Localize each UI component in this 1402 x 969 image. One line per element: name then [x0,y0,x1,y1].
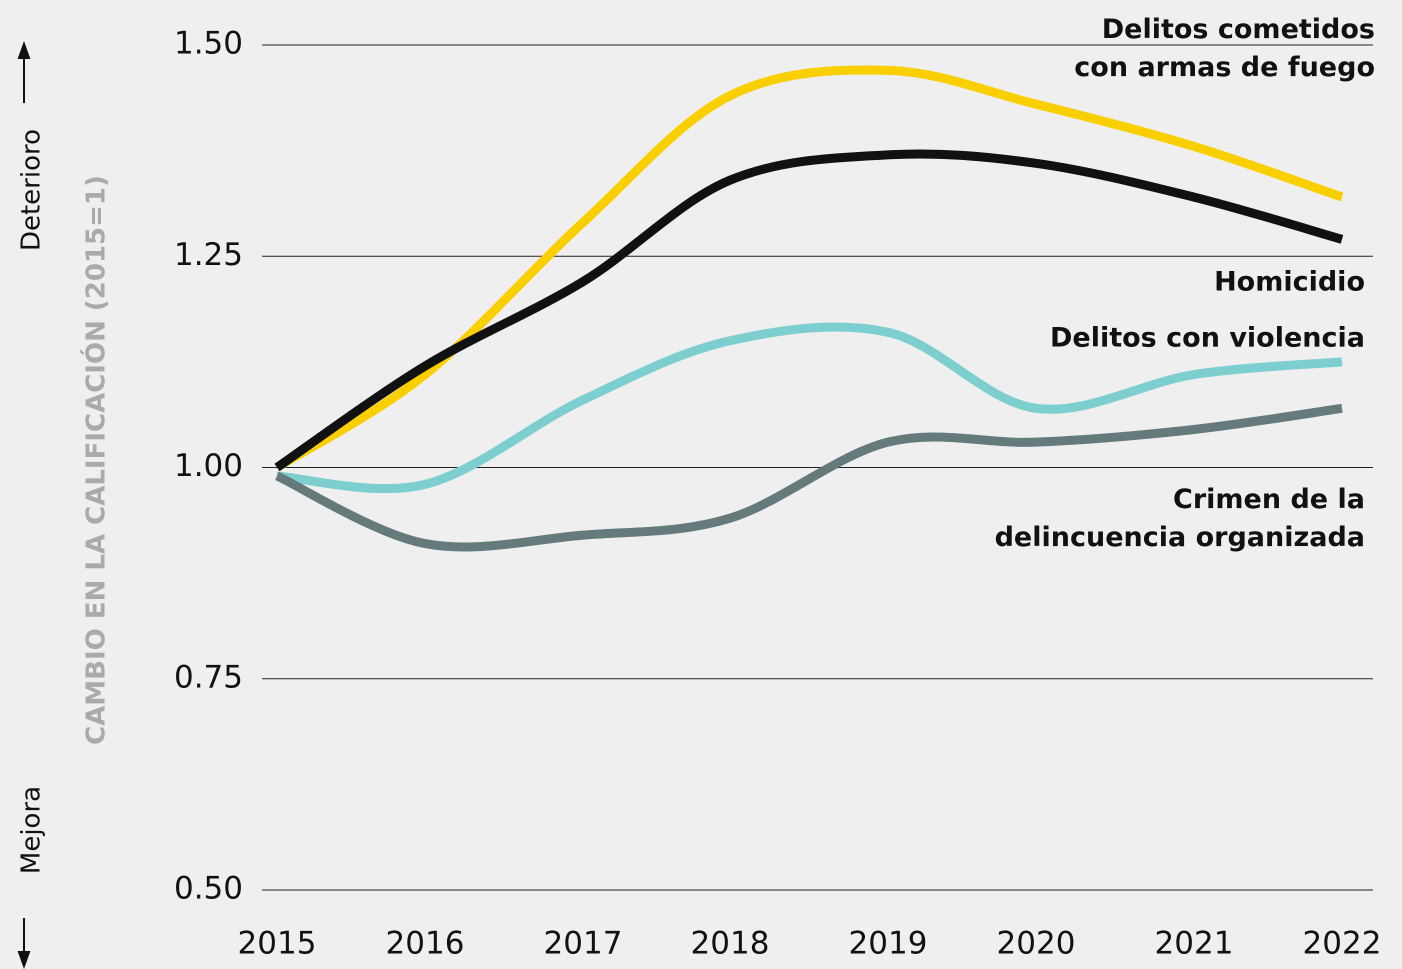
series-line [274,65,1344,472]
x-tick-label: 2020 [997,926,1076,962]
x-tick-label: 2016 [386,926,465,962]
series-label: Delitos con violencia [1050,323,1365,354]
series-line [275,403,1343,552]
y-tick-label: 1.25 [174,237,243,273]
y-axis-label: CAMBIO EN LA CALIFICACIÓN (2015=1) [80,175,112,745]
arrows [17,41,31,969]
series-label: Delitos cometidos con armas de fuego [1074,14,1375,83]
annotation-down: Mejora [17,786,47,874]
series-label: Homicidio [1214,267,1365,298]
y-tick-label: 0.50 [174,871,243,907]
x-tick-label: 2021 [1155,926,1234,962]
y-tick-label: 1.50 [174,26,243,62]
series-line [276,322,1343,494]
x-tick-label: 2015 [238,926,317,962]
x-tick-label: 2018 [691,926,770,962]
y-tick-label: 1.00 [174,448,243,484]
series-line [274,149,1344,472]
x-tick-label: 2019 [849,926,928,962]
annotation-up: Deterioro [17,129,47,251]
series-label: Crimen de la delincuencia organizada [995,484,1365,553]
y-tick-label: 0.75 [174,659,243,695]
x-tick-label: 2022 [1303,926,1382,962]
x-tick-label: 2017 [544,926,623,962]
